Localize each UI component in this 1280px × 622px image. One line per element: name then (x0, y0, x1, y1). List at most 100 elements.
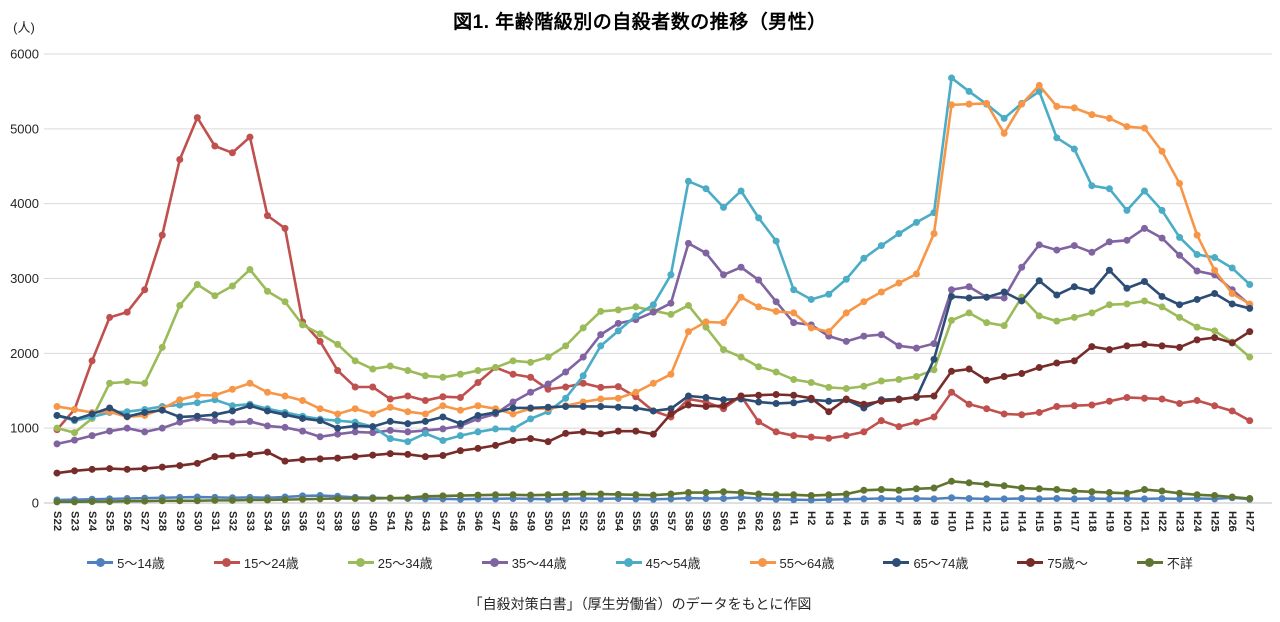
data-point (492, 441, 499, 449)
data-point (351, 357, 359, 365)
data-point (983, 480, 991, 488)
data-point (1158, 234, 1166, 242)
data-point (439, 451, 447, 459)
data-point (983, 376, 991, 384)
data-point (965, 495, 973, 503)
data-point (667, 490, 675, 498)
data-point (404, 494, 412, 502)
data-point (1088, 182, 1096, 190)
data-point (930, 355, 938, 363)
data-point (579, 324, 587, 332)
data-point (1035, 81, 1043, 89)
data-point (334, 410, 342, 418)
data-point (948, 367, 956, 375)
data-point (386, 426, 394, 434)
y-tick-label: 3000 (10, 271, 39, 286)
data-point (1158, 342, 1166, 350)
data-point (1053, 402, 1061, 410)
x-tick-label: S25 (104, 511, 116, 531)
data-point (755, 363, 763, 371)
data-point (790, 319, 798, 327)
data-point (614, 394, 622, 402)
data-point (509, 370, 517, 378)
data-point (702, 402, 710, 410)
data-point (281, 224, 289, 232)
data-point (755, 398, 763, 406)
data-point (263, 388, 271, 396)
data-point (369, 365, 377, 373)
data-point (263, 422, 271, 430)
data-point (895, 342, 903, 350)
data-point (158, 231, 166, 239)
y-axis-unit: (人) (13, 20, 35, 35)
data-point (1228, 493, 1236, 501)
data-point (211, 292, 219, 300)
data-point (1193, 336, 1201, 344)
data-point (667, 370, 675, 378)
data-point (123, 378, 131, 386)
data-point (281, 423, 289, 431)
data-point (1176, 179, 1184, 187)
data-point (807, 295, 815, 303)
data-point (790, 376, 798, 384)
data-point (684, 494, 692, 502)
y-tick-label: 5000 (10, 121, 39, 136)
x-tick-label: S63 (770, 511, 782, 531)
data-point (228, 385, 236, 393)
data-point (1035, 87, 1043, 95)
legend-item: 65〜74歳 (883, 553, 968, 572)
data-point (1140, 297, 1148, 305)
legend-marker-icon (347, 558, 374, 567)
data-point (211, 391, 219, 399)
data-point (1228, 300, 1236, 308)
data-point (1211, 402, 1219, 410)
data-point (421, 396, 429, 404)
data-point (509, 404, 517, 412)
data-point (930, 413, 938, 421)
x-tick-label: H18 (1086, 511, 1098, 532)
data-point (737, 263, 745, 271)
data-point (930, 340, 938, 348)
data-point (439, 393, 447, 401)
data-point (1158, 292, 1166, 300)
data-point (772, 491, 780, 499)
data-point (842, 385, 850, 393)
data-point (579, 428, 587, 436)
data-point (860, 332, 868, 340)
data-point (88, 498, 96, 506)
data-point (579, 490, 587, 498)
data-point (71, 405, 79, 413)
data-point (684, 328, 692, 336)
y-tick-label: 1000 (10, 421, 39, 436)
data-point (597, 395, 605, 403)
data-point (492, 491, 499, 499)
data-point (614, 327, 622, 335)
data-point (1070, 402, 1078, 410)
data-point (737, 493, 745, 501)
x-tick-label: S30 (191, 511, 203, 531)
data-point (702, 249, 710, 257)
data-point (53, 411, 61, 419)
data-point (1246, 280, 1254, 288)
legend-marker-icon (749, 558, 776, 567)
data-point (772, 368, 780, 376)
data-point (106, 427, 114, 435)
data-point (1211, 334, 1219, 342)
data-point (1193, 267, 1201, 275)
data-point (334, 367, 342, 375)
data-point (948, 477, 956, 485)
data-point (123, 308, 131, 316)
data-point (649, 407, 657, 415)
data-point (228, 402, 236, 410)
x-tick-label: H13 (998, 511, 1010, 532)
y-tick-label: 2000 (10, 346, 39, 361)
x-tick-label: S31 (209, 511, 221, 531)
data-point (141, 465, 149, 473)
data-point (71, 467, 79, 475)
data-point (158, 406, 166, 414)
data-point (228, 407, 236, 415)
data-point (334, 417, 342, 425)
data-point (842, 432, 850, 440)
data-point (421, 410, 429, 418)
chart-legend: 5〜14歳 15〜24歳 25〜34歳 35〜44歳 45〜54歳 55〜64歳 65〜74… (0, 553, 1280, 572)
